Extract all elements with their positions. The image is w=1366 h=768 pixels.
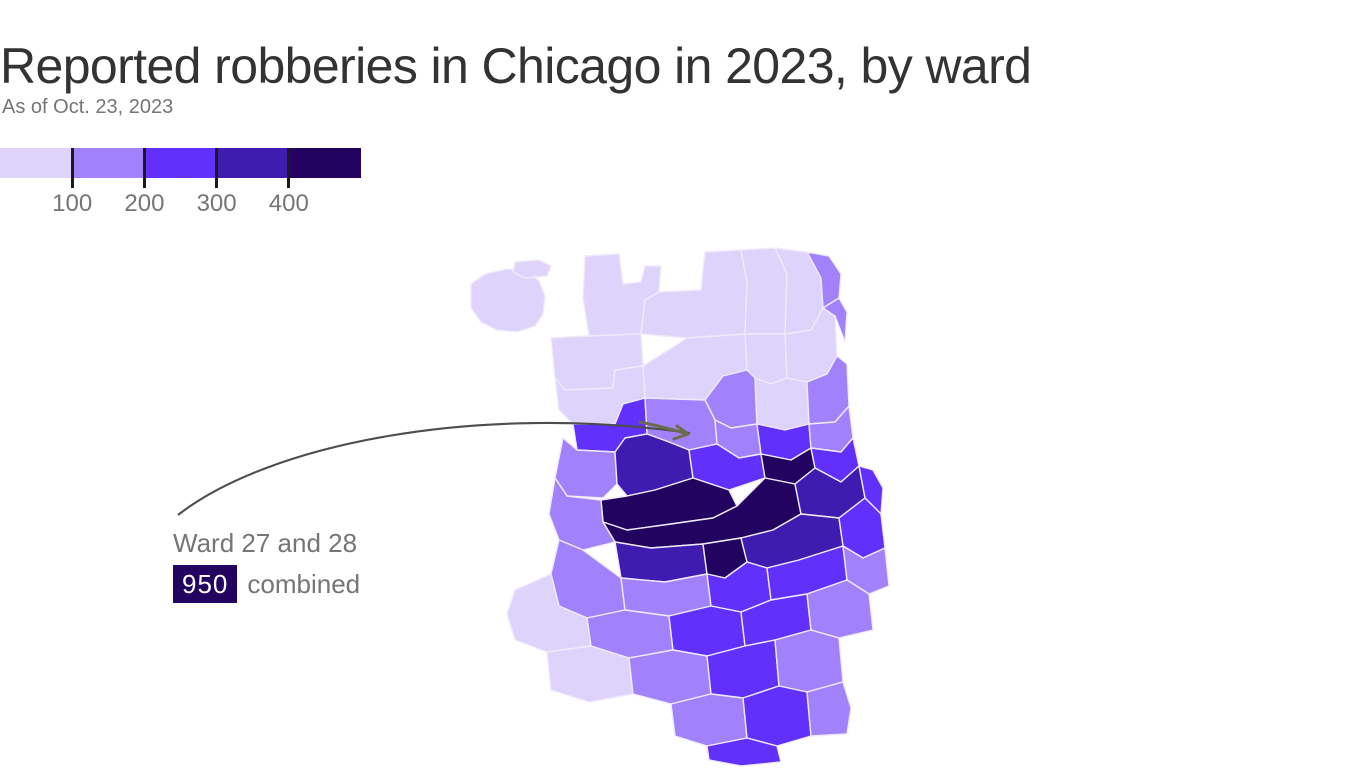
map-svg [470,247,890,767]
ward-region[interactable] [640,249,748,339]
ward-region[interactable] [512,259,552,279]
legend-swatch-0 [0,148,73,178]
ward-region[interactable] [706,737,782,767]
legend-swatch-1 [72,148,145,178]
annotation-title: Ward 27 and 28 [173,528,358,558]
legend-tick-label-200: 200 [124,190,165,217]
ward-region[interactable] [688,443,766,491]
ward-region[interactable] [740,247,788,335]
ward-region[interactable] [742,685,812,747]
annotation-value-suffix: combined [247,569,361,599]
ward-region[interactable] [582,253,662,337]
page-title: Reported robberies in Chicago in 2023, b… [0,37,1032,94]
legend-tick-label-100: 100 [52,190,93,217]
legend-colorbar [0,148,362,178]
ward-region[interactable] [628,649,712,705]
ward-region[interactable] [822,297,848,343]
ward-region[interactable] [806,681,852,737]
ward-region[interactable] [774,629,844,693]
ward-region[interactable] [470,268,546,333]
ward-region[interactable] [550,539,626,619]
legend-swatch-4 [288,148,362,178]
legend-tick-label-400: 400 [268,190,309,217]
legend-swatch-3 [216,148,289,178]
choropleth-map[interactable] [455,238,915,768]
annotation-value-row: 950 combined [173,565,360,603]
legend-tick-label-300: 300 [196,190,237,217]
legend-bar [0,148,362,178]
ward-region[interactable] [670,693,748,747]
annotation-value-badge: 950 [173,565,238,603]
ward-region[interactable] [754,377,810,431]
ward-polygons [470,247,890,767]
legend-swatch-2 [144,148,217,178]
page-subtitle: As of Oct. 23, 2023 [2,96,174,118]
